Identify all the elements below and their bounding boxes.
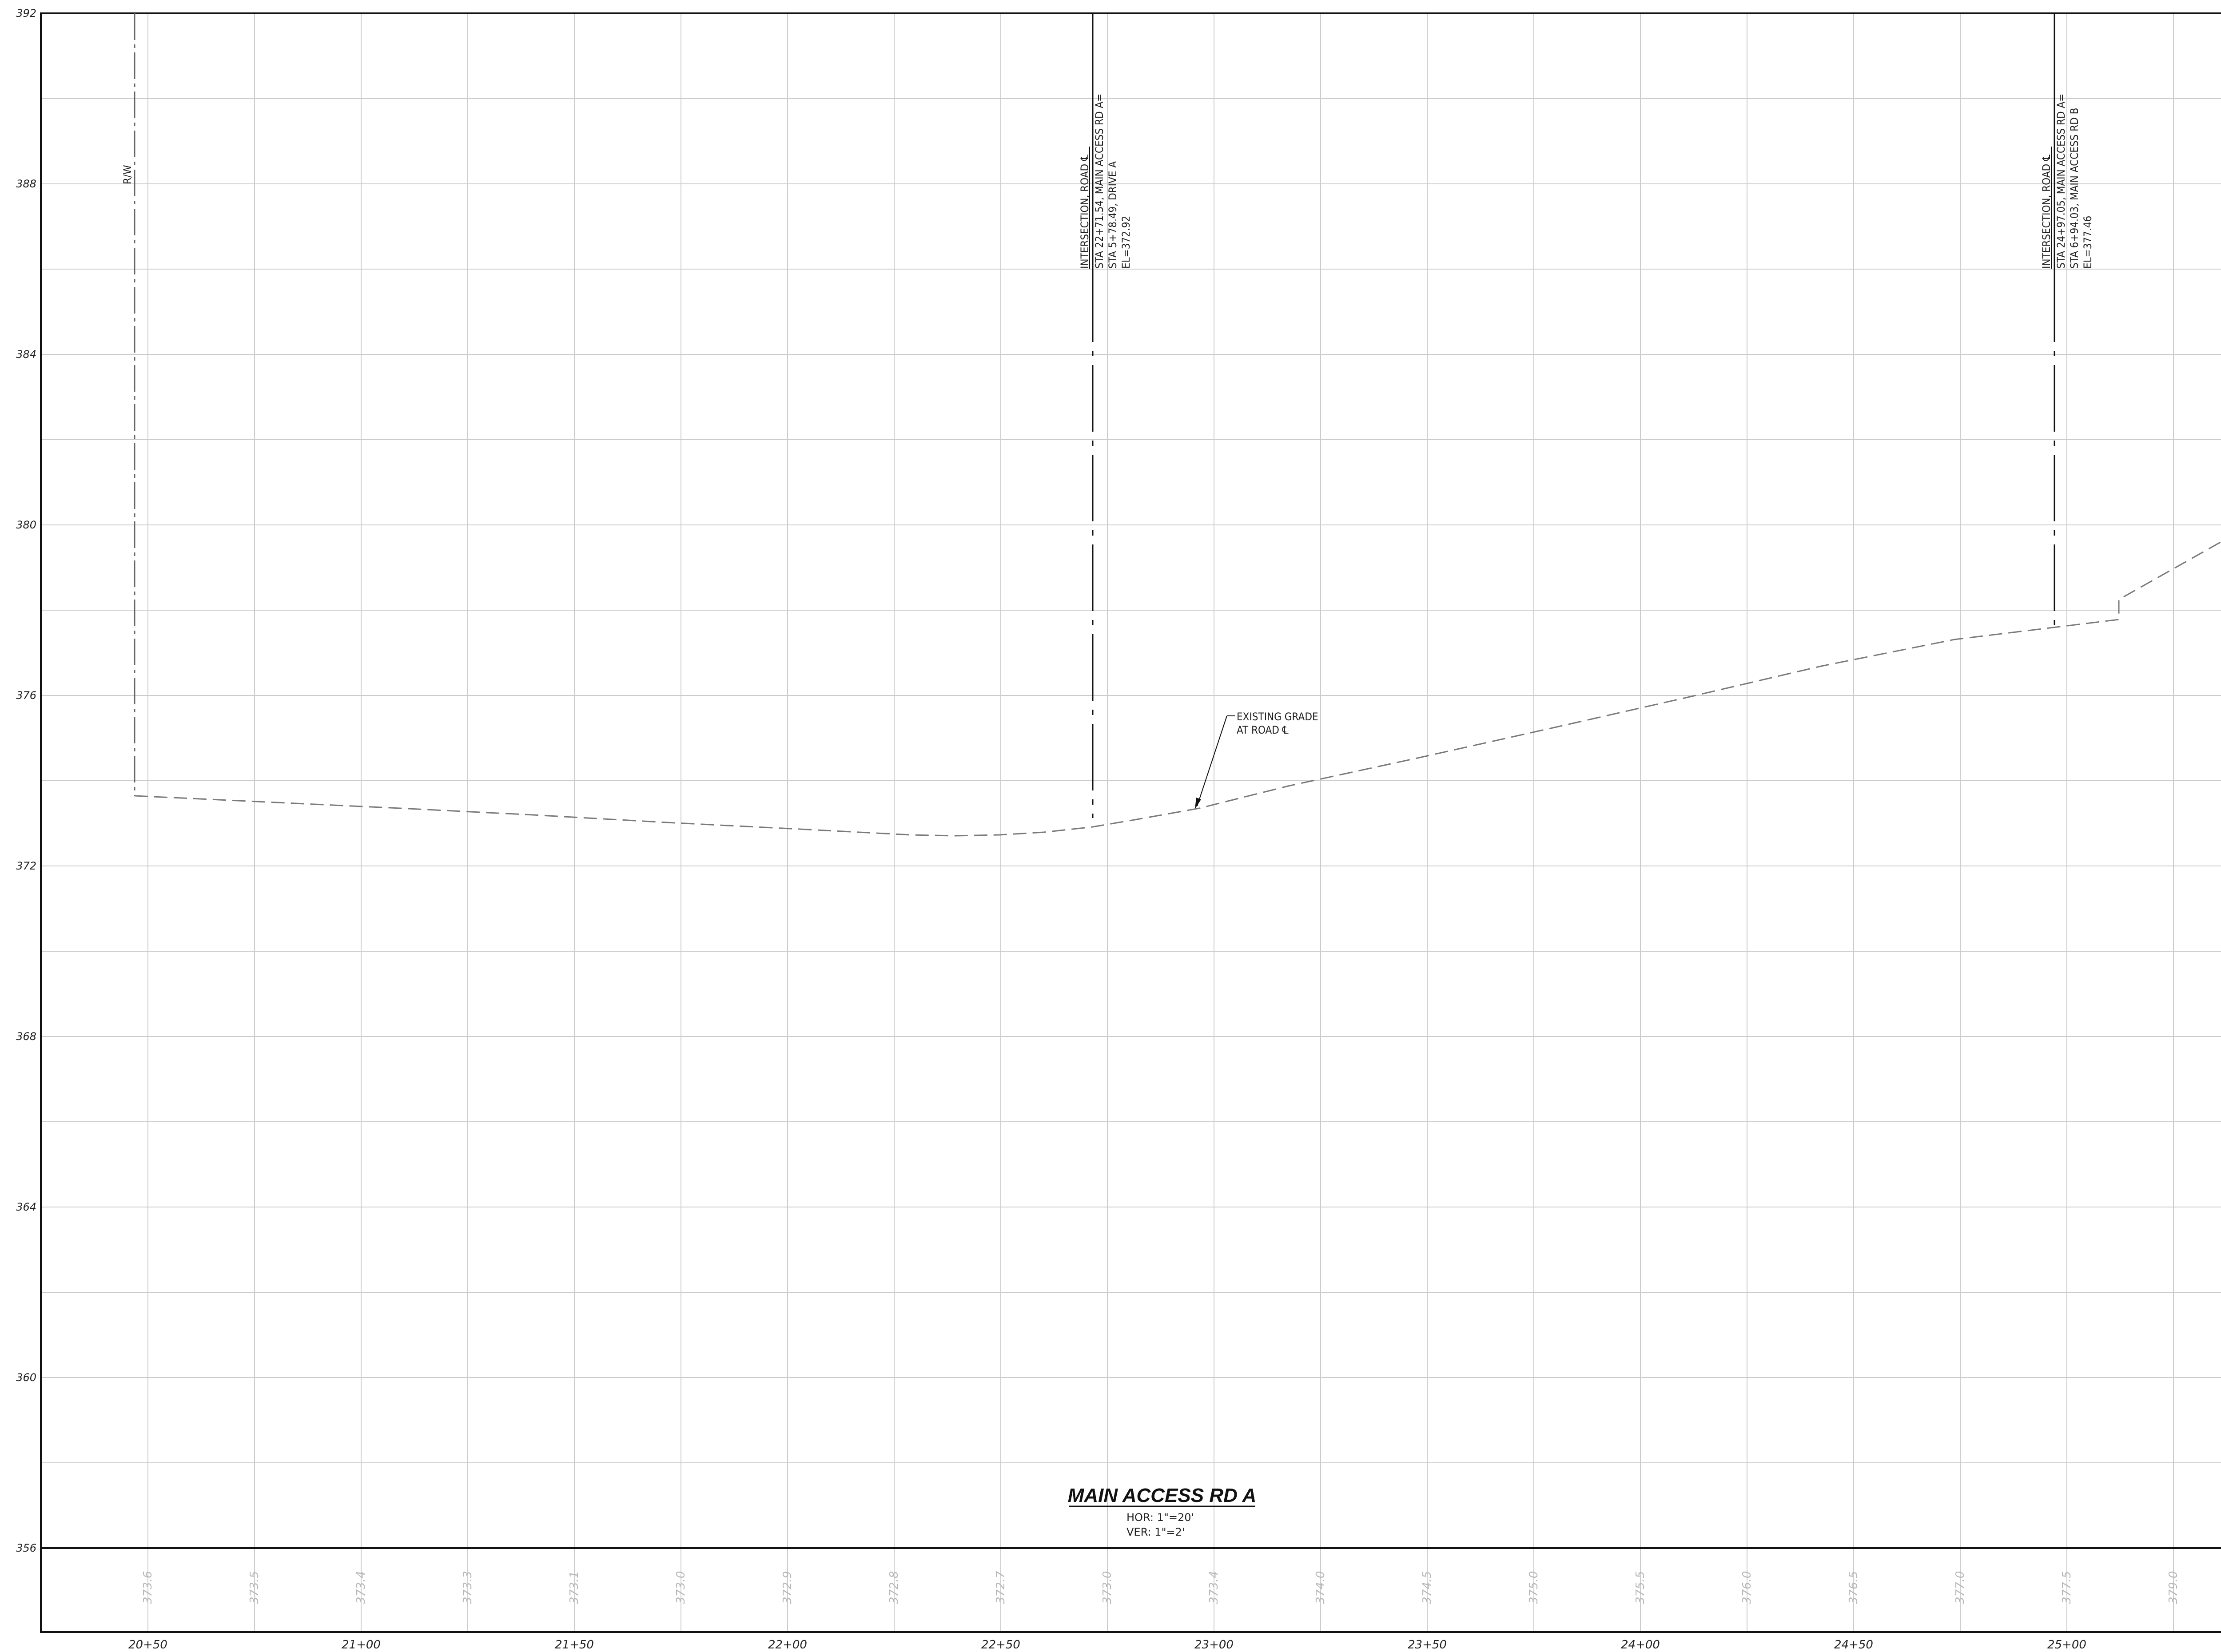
station-labels: 20+50 21+00 21+50 22+00 22+50 23+00 23+50 24+00… [128, 1638, 2086, 1652]
elevation-label-left: 356 [16, 1542, 36, 1554]
intersection-2-line3: STA 6+94.03, MAIN ACCESS RD B [2068, 108, 2081, 269]
existing-ground-value: 375.5 [1634, 1571, 1647, 1604]
intersection-1-line1: INTERSECTION, ROAD ℄ [1079, 155, 1091, 269]
existing-ground-value: 379.0 [2167, 1571, 2180, 1604]
grid [41, 13, 2221, 1632]
existing-ground-value: 373.4 [354, 1571, 368, 1604]
station-label: 24+50 [1834, 1638, 1873, 1652]
station-label: 24+00 [1621, 1638, 1660, 1652]
intersection-marker-2: INTERSECTION, ROAD ℄ STA 24+97.05, MAIN … [2040, 13, 2094, 627]
elevation-label-left: 392 [16, 7, 36, 20]
existing-grade-label-line1: EXISTING GRADE [1237, 711, 1318, 723]
existing-ground-values: 373.6 373.5 373.4 373.3 373.1 373.0 372.9 372.8… [141, 1571, 2180, 1604]
elevation-labels-left: 392 388 384 380 376 372 368 364 360 356 [16, 7, 36, 1554]
existing-ground-value: 374.0 [1314, 1571, 1327, 1604]
elevation-label-left: 376 [16, 689, 36, 702]
station-label: 22+00 [768, 1638, 807, 1652]
existing-ground-value: 376.5 [1847, 1571, 1860, 1604]
elevation-label-left: 388 [16, 178, 36, 190]
existing-ground-value: 375.0 [1527, 1571, 1540, 1604]
station-label: 20+50 [128, 1638, 167, 1652]
profile-title: MAIN ACCESS RD A [1068, 1485, 1257, 1506]
elevation-label-left: 372 [16, 860, 36, 872]
intersection-2-line4: EL=377.46 [2082, 216, 2094, 269]
existing-ground-value: 373.0 [674, 1571, 688, 1604]
existing-ground-value: 373.6 [141, 1571, 155, 1604]
existing-ground-value: 372.9 [781, 1571, 794, 1604]
vertical-scale: VER: 1"=2' [1126, 1526, 1185, 1538]
existing-ground-value: 372.8 [888, 1571, 901, 1604]
intersection-marker-1: INTERSECTION, ROAD ℄ STA 22+71.54, MAIN … [1079, 13, 1132, 818]
elevation-label-left: 364 [16, 1201, 36, 1213]
intersection-1-line4: EL=372.92 [1120, 216, 1132, 269]
profile-frame [40, 12, 2221, 1633]
elevation-label-left: 380 [16, 519, 36, 531]
intersection-1-line3: STA 5+78.49, DRIVE A [1107, 161, 1119, 269]
existing-ground-value: 377.5 [2060, 1571, 2074, 1604]
station-label: 23+50 [1408, 1638, 1447, 1652]
station-label: 25+00 [2047, 1638, 2086, 1652]
elevation-label-left: 368 [16, 1030, 36, 1043]
station-label: 21+00 [342, 1638, 381, 1652]
existing-ground-value: 373.1 [568, 1571, 581, 1604]
existing-ground-value: 374.5 [1421, 1571, 1434, 1604]
existing-ground-value: 373.5 [248, 1571, 261, 1604]
station-label: 22+50 [981, 1638, 1020, 1652]
intersection-2-line2: STA 24+97.05, MAIN ACCESS RD A= [2055, 94, 2067, 269]
existing-ground-value: 373.4 [1207, 1571, 1221, 1604]
intersection-1-line2: STA 22+71.54, MAIN ACCESS RD A= [1093, 94, 1106, 269]
existing-ground-value: 376.0 [1740, 1571, 1754, 1604]
elevation-label-left: 360 [16, 1371, 36, 1384]
station-label: 23+00 [1194, 1638, 1234, 1652]
existing-ground-value: 373.3 [461, 1571, 474, 1604]
right-of-way-label: R/W [121, 165, 134, 184]
existing-grade-label-line2: AT ROAD ℄ [1237, 724, 1289, 736]
existing-grade-callout: EXISTING GRADE AT ROAD ℄ [1195, 711, 1318, 809]
elevation-label-left: 384 [16, 348, 36, 361]
station-label: 21+50 [555, 1638, 594, 1652]
existing-ground-value: 372.7 [994, 1571, 1007, 1604]
existing-ground-value: 377.0 [1954, 1571, 1967, 1604]
existing-grade-profile [134, 541, 2221, 837]
existing-ground-value: 373.0 [1101, 1571, 1114, 1604]
intersection-2-line1: INTERSECTION, ROAD ℄ [2040, 155, 2053, 269]
horizontal-scale: HOR: 1"=20' [1126, 1511, 1194, 1524]
